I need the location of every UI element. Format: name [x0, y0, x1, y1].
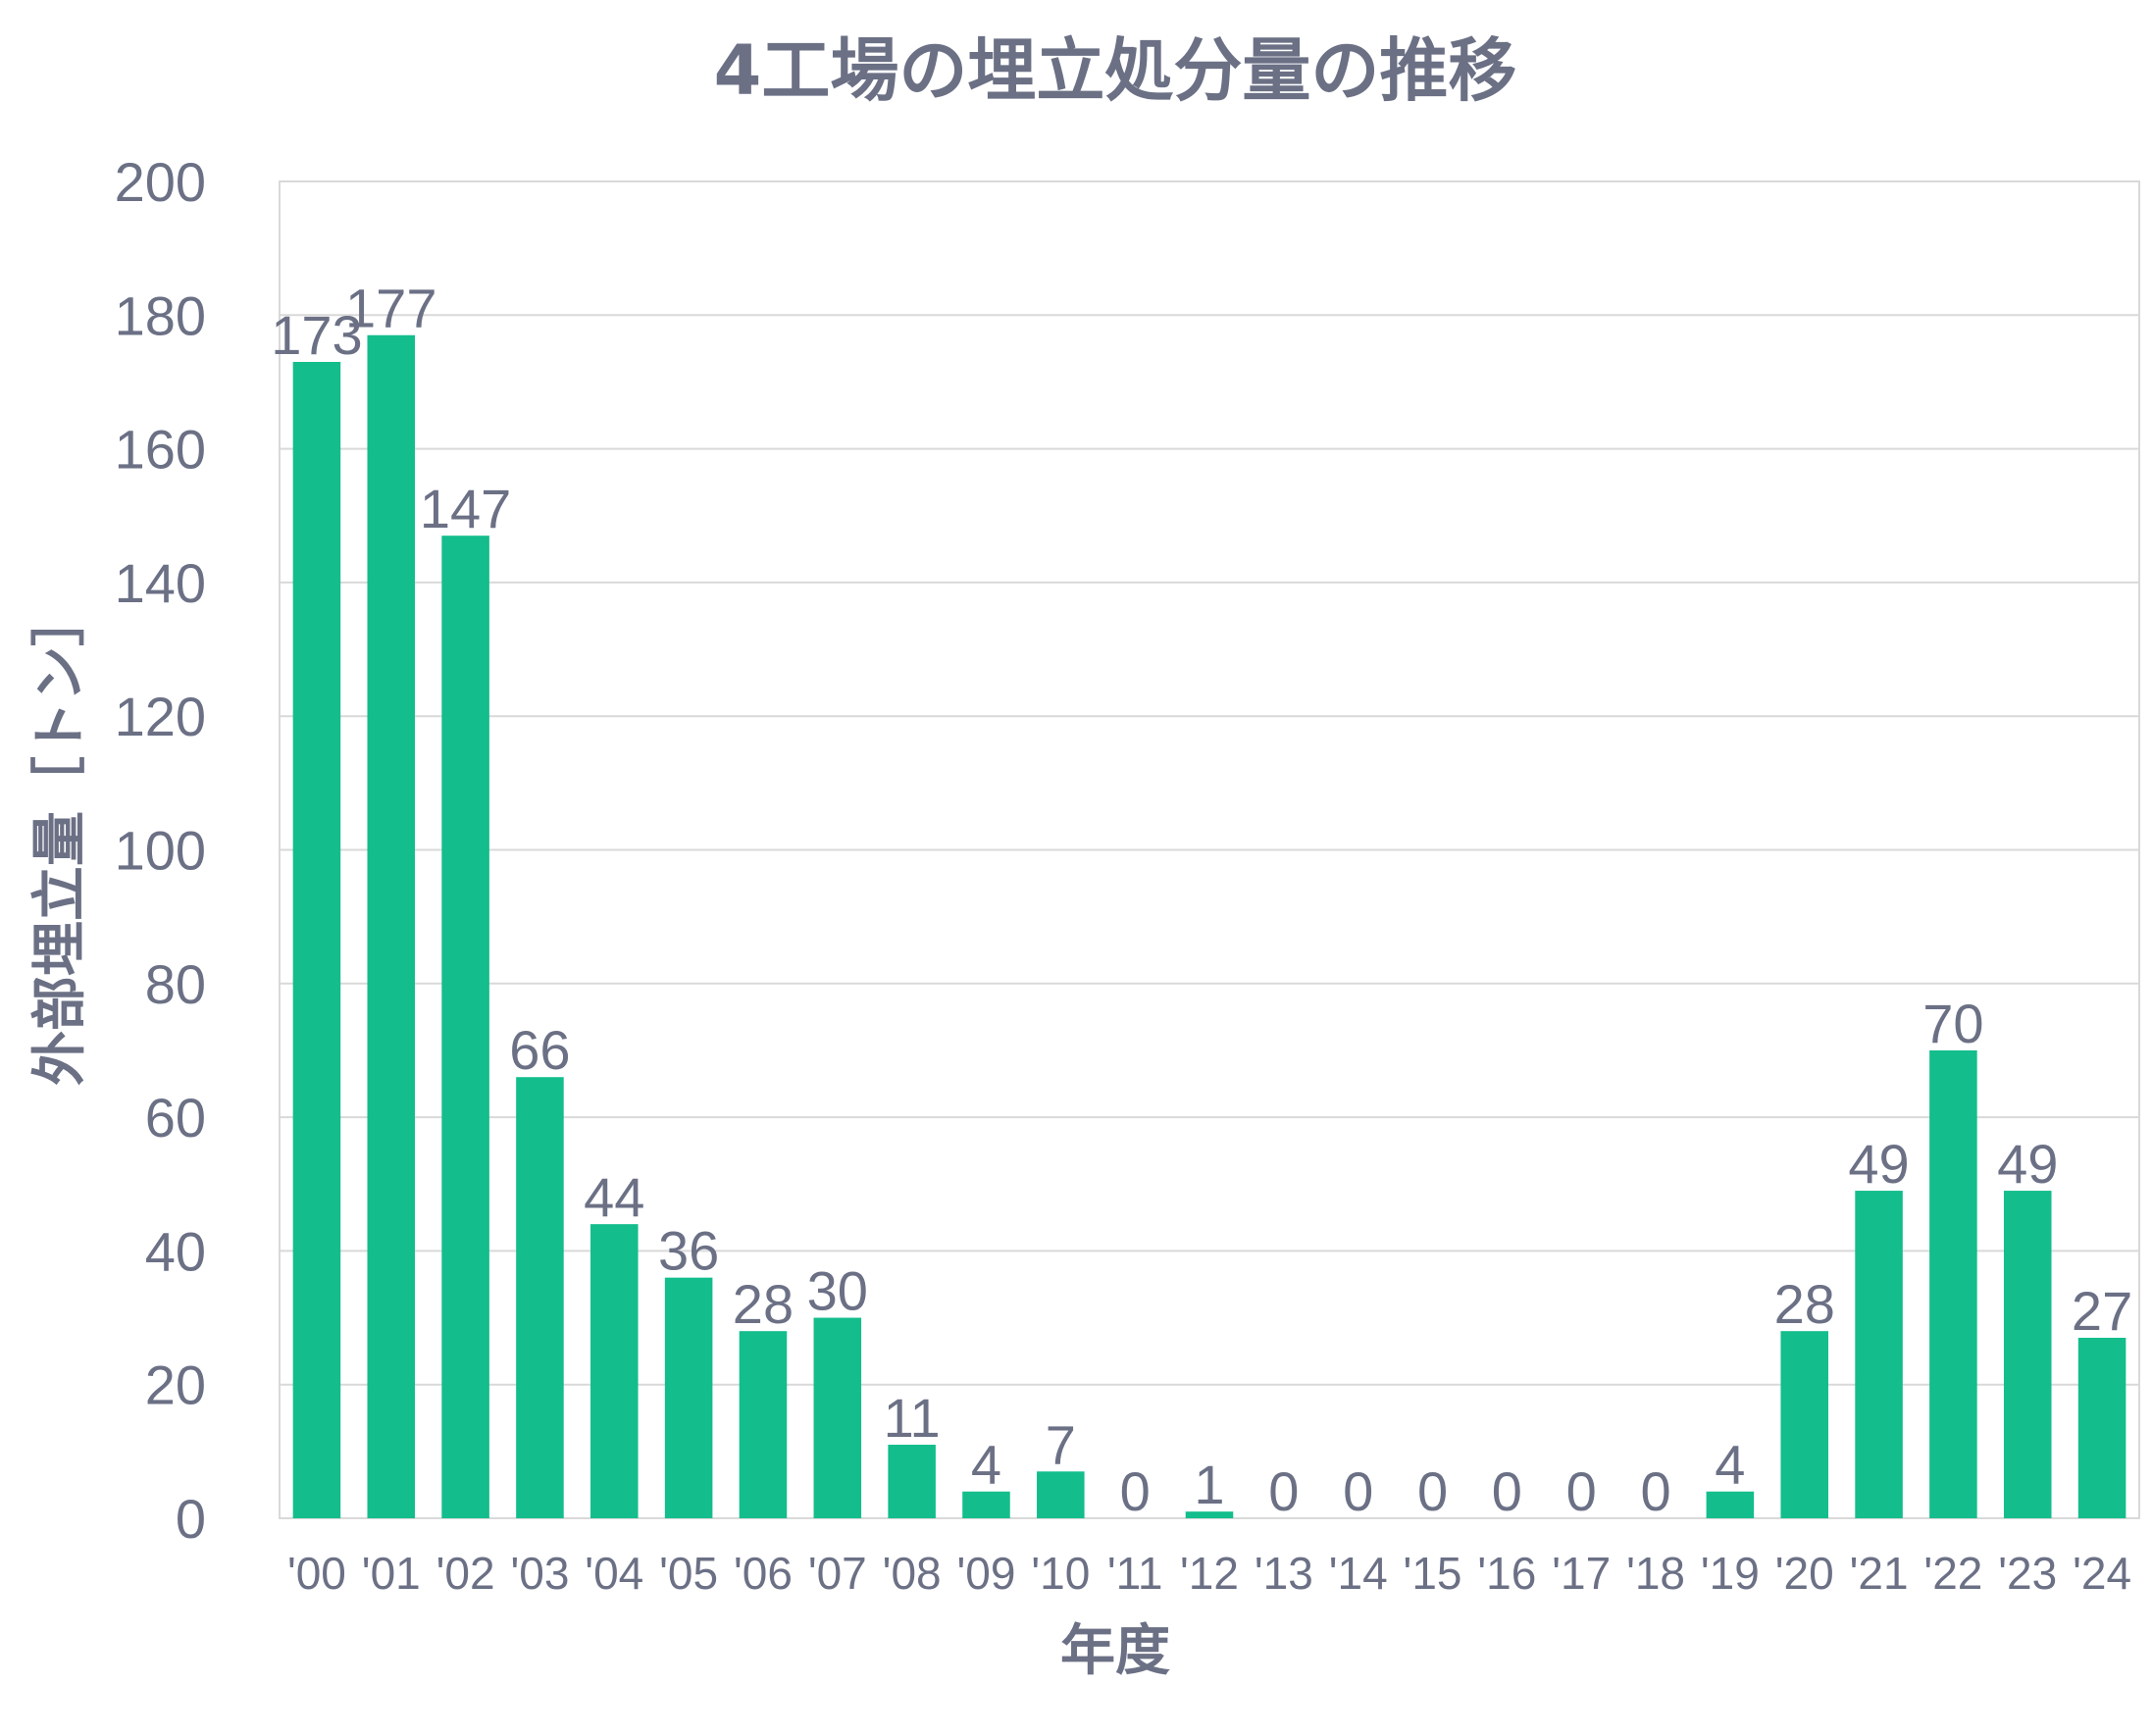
bar [1706, 1491, 1755, 1518]
x-tick-label: '00 [287, 1548, 346, 1599]
x-tick-label: '19 [1701, 1548, 1760, 1599]
data-label: 0 [1492, 1460, 1522, 1522]
bar [1037, 1471, 1085, 1518]
x-tick-label: '01 [362, 1548, 421, 1599]
x-tick-label: '23 [1998, 1548, 2057, 1599]
data-label: 7 [1046, 1413, 1076, 1475]
data-label: 0 [1268, 1460, 1299, 1522]
data-label: 36 [658, 1220, 719, 1282]
y-tick-label: 0 [176, 1488, 206, 1550]
y-tick-label: 120 [115, 686, 206, 747]
bar [813, 1317, 862, 1518]
data-label: 27 [2072, 1280, 2132, 1342]
bar [2003, 1191, 2052, 1518]
y-axis-ticks: 0 20 40 60 80 100 120 140 160 180 200 [115, 151, 206, 1550]
data-label: 177 [345, 278, 436, 339]
y-tick-label: 100 [115, 820, 206, 882]
data-label: 0 [1120, 1460, 1151, 1522]
bar [367, 334, 416, 1518]
data-label: 0 [1566, 1460, 1597, 1522]
data-label: 28 [1774, 1273, 1835, 1335]
x-tick-label: '18 [1626, 1548, 1685, 1599]
data-label: 11 [884, 1387, 941, 1449]
y-tick-label: 180 [115, 284, 206, 346]
y-axis-title: 外部埋立量［トン］ [28, 591, 92, 1086]
x-tick-label: '03 [510, 1548, 569, 1599]
bar [1185, 1511, 1234, 1518]
data-label: 49 [1848, 1133, 1909, 1195]
bar [441, 536, 489, 1518]
x-tick-label: '15 [1404, 1548, 1462, 1599]
bar [516, 1077, 564, 1518]
y-tick-label: 140 [115, 552, 206, 614]
y-tick-label: 20 [145, 1354, 206, 1416]
x-tick-label: '16 [1477, 1548, 1536, 1599]
y-tick-label: 160 [115, 419, 206, 481]
data-label: 173 [271, 304, 362, 366]
data-label: 66 [509, 1019, 570, 1081]
x-tick-label: '22 [1923, 1548, 1982, 1599]
x-tick-label: '13 [1255, 1548, 1313, 1599]
data-label: 1 [1194, 1454, 1224, 1515]
bar [888, 1445, 936, 1518]
bar [1929, 1049, 1977, 1518]
y-tick-label: 80 [145, 953, 206, 1015]
x-tick-label: '11 [1107, 1548, 1163, 1599]
x-tick-label: '14 [1329, 1548, 1388, 1599]
x-tick-label: '04 [585, 1548, 643, 1599]
x-tick-label: '08 [883, 1548, 942, 1599]
data-label: 147 [420, 478, 511, 539]
x-tick-label: '09 [957, 1548, 1016, 1599]
x-tick-label: '10 [1031, 1548, 1090, 1599]
x-tick-label: '17 [1552, 1548, 1611, 1599]
x-tick-label: '06 [734, 1548, 793, 1599]
data-label: 44 [584, 1166, 644, 1228]
y-tick-label: 40 [145, 1220, 206, 1282]
data-label: 0 [1640, 1460, 1670, 1522]
bars [292, 334, 2126, 1518]
x-tick-label: '07 [808, 1548, 867, 1599]
bar [590, 1224, 639, 1518]
bar [2077, 1337, 2126, 1518]
bar [1780, 1331, 1828, 1518]
bar [292, 362, 341, 1518]
data-label: 4 [971, 1434, 1001, 1496]
data-label: 0 [1417, 1460, 1448, 1522]
data-label: 0 [1343, 1460, 1373, 1522]
data-label: 49 [1997, 1133, 2058, 1195]
data-label: 28 [733, 1273, 794, 1335]
y-tick-label: 200 [115, 151, 206, 213]
data-label: 30 [807, 1260, 868, 1322]
data-label: 70 [1922, 993, 1983, 1054]
bar [1855, 1191, 1903, 1518]
x-axis-ticks: '00 '01 '02 '03 '04 '05 '06 '07 '08 '09 '10 '11 '12 '… [287, 1548, 2131, 1599]
x-tick-label: '20 [1775, 1548, 1834, 1599]
x-tick-label: '05 [659, 1548, 718, 1599]
x-axis-title: 年度 [1060, 1619, 1170, 1683]
x-tick-label: '21 [1850, 1548, 1909, 1599]
data-label: 4 [1715, 1434, 1745, 1496]
x-tick-label: '02 [436, 1548, 495, 1599]
bar [664, 1277, 713, 1518]
bar [962, 1491, 1010, 1518]
chart-title: 4工場の埋立処分量の推移 [714, 30, 1517, 111]
x-tick-label: '12 [1180, 1548, 1239, 1599]
x-tick-label: '24 [2073, 1548, 2131, 1599]
y-tick-label: 60 [145, 1087, 206, 1149]
bar [739, 1331, 788, 1518]
